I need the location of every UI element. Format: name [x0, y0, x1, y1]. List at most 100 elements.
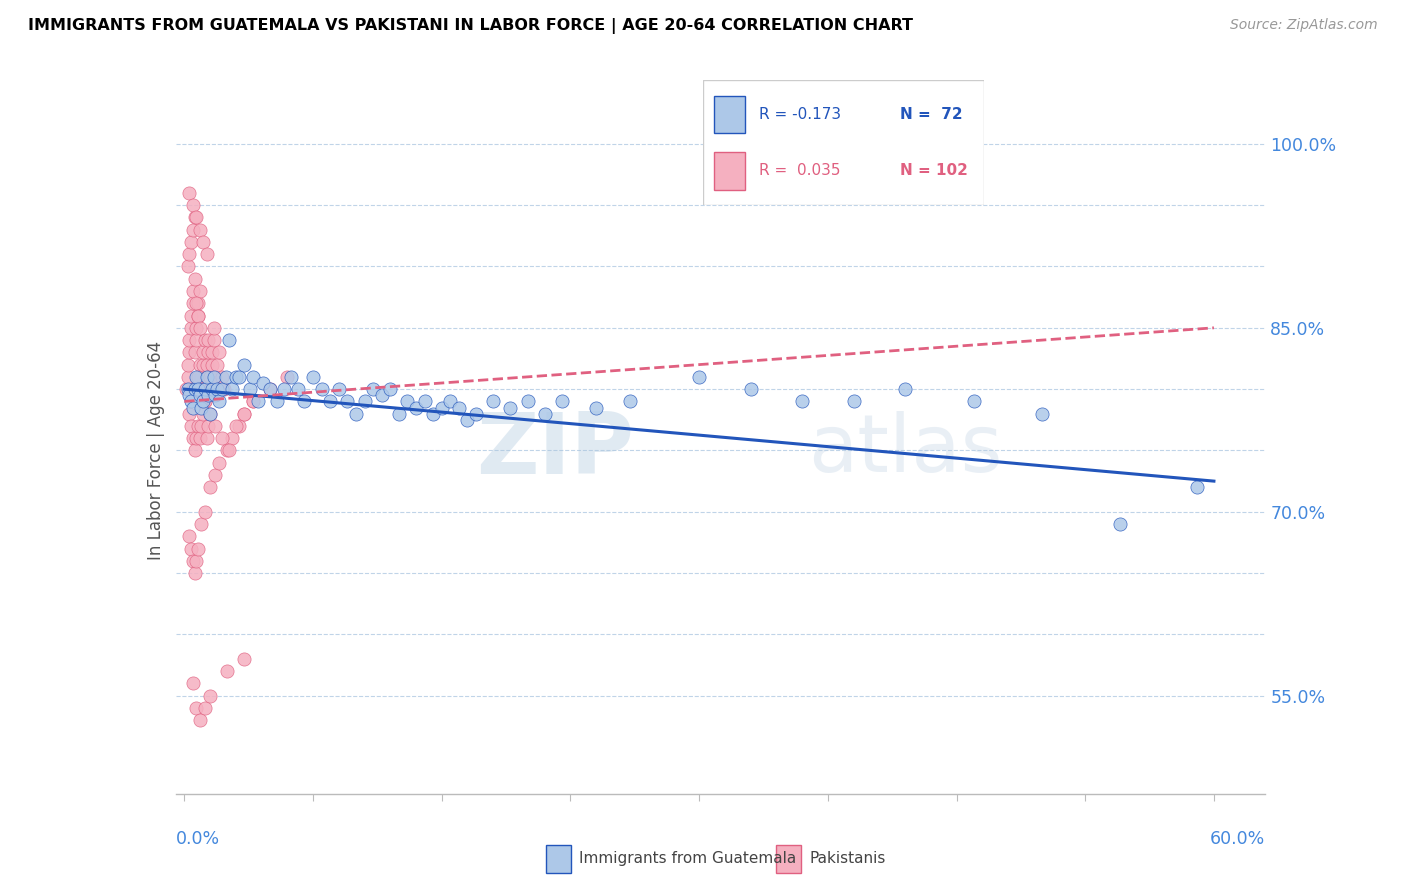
- Point: [208, 456, 231, 470]
- Point: [198, 689, 221, 703]
- Point: [177, 369, 200, 384]
- Point: [194, 394, 217, 409]
- Point: [201, 358, 224, 372]
- Point: [183, 271, 205, 285]
- Point: [842, 394, 865, 409]
- Point: [179, 529, 201, 543]
- Point: [195, 431, 218, 445]
- Point: [499, 401, 522, 415]
- Point: [336, 394, 359, 409]
- Point: [179, 247, 201, 261]
- Point: [273, 382, 295, 396]
- Point: [198, 382, 221, 396]
- Point: [181, 296, 204, 310]
- Point: [482, 394, 505, 409]
- Point: [287, 382, 309, 396]
- Point: [447, 401, 470, 415]
- Point: [361, 382, 384, 396]
- Point: [187, 309, 209, 323]
- Point: [201, 382, 224, 396]
- Bar: [714, 152, 745, 189]
- Point: [280, 369, 302, 384]
- Point: [195, 247, 218, 261]
- Point: [179, 333, 201, 347]
- Point: [179, 186, 201, 200]
- Point: [186, 554, 208, 568]
- Point: [228, 369, 250, 384]
- Point: [266, 394, 288, 409]
- Point: [181, 431, 204, 445]
- Point: [430, 401, 453, 415]
- Point: [188, 284, 211, 298]
- Point: [187, 369, 209, 384]
- Point: [177, 382, 200, 396]
- Point: [202, 321, 225, 335]
- Point: [186, 431, 208, 445]
- Point: [186, 333, 208, 347]
- Point: [193, 345, 215, 359]
- Text: Immigrants from Guatemala: Immigrants from Guatemala: [579, 851, 797, 866]
- Point: [302, 369, 325, 384]
- Point: [180, 235, 202, 249]
- Point: [187, 309, 209, 323]
- Point: [242, 394, 264, 409]
- Point: [405, 401, 427, 415]
- Point: [204, 418, 226, 433]
- Point: [242, 369, 264, 384]
- Point: [233, 358, 256, 372]
- Point: [208, 394, 231, 409]
- Point: [188, 388, 211, 402]
- Point: [197, 388, 219, 402]
- Point: [180, 418, 202, 433]
- Point: [465, 407, 488, 421]
- Point: [242, 394, 264, 409]
- Point: [198, 480, 221, 494]
- Point: [456, 413, 478, 427]
- Point: [228, 418, 250, 433]
- Point: [193, 394, 215, 409]
- Text: 0.0%: 0.0%: [176, 830, 219, 847]
- Point: [174, 382, 197, 396]
- Point: [396, 394, 419, 409]
- Point: [190, 369, 212, 384]
- Point: [186, 211, 208, 225]
- Point: [186, 369, 208, 384]
- Point: [1031, 407, 1053, 421]
- Point: [201, 345, 224, 359]
- Point: [181, 284, 204, 298]
- Text: N =  72: N = 72: [900, 107, 963, 122]
- Point: [188, 358, 211, 372]
- Point: [344, 407, 367, 421]
- Point: [311, 382, 333, 396]
- Point: [195, 369, 218, 384]
- Point: [963, 394, 986, 409]
- Bar: [714, 95, 745, 133]
- Text: N = 102: N = 102: [900, 163, 967, 178]
- Point: [188, 431, 211, 445]
- Point: [181, 198, 204, 212]
- Point: [177, 358, 200, 372]
- Point: [218, 443, 240, 458]
- Point: [188, 222, 211, 236]
- Point: [194, 394, 217, 409]
- Point: [188, 321, 211, 335]
- Point: [740, 382, 762, 396]
- Point: [208, 345, 231, 359]
- Point: [221, 431, 243, 445]
- Point: [179, 345, 201, 359]
- Point: [181, 401, 204, 415]
- Y-axis label: In Labor Force | Age 20-64: In Labor Force | Age 20-64: [146, 341, 165, 560]
- Point: [221, 382, 243, 396]
- Point: [180, 394, 202, 409]
- Point: [177, 260, 200, 274]
- Point: [209, 382, 232, 396]
- Point: [183, 382, 205, 396]
- Point: [194, 701, 217, 715]
- Point: [179, 407, 201, 421]
- Point: [328, 382, 350, 396]
- Point: [214, 369, 236, 384]
- Point: [188, 713, 211, 727]
- Point: [183, 443, 205, 458]
- Point: [259, 382, 281, 396]
- Point: [247, 394, 270, 409]
